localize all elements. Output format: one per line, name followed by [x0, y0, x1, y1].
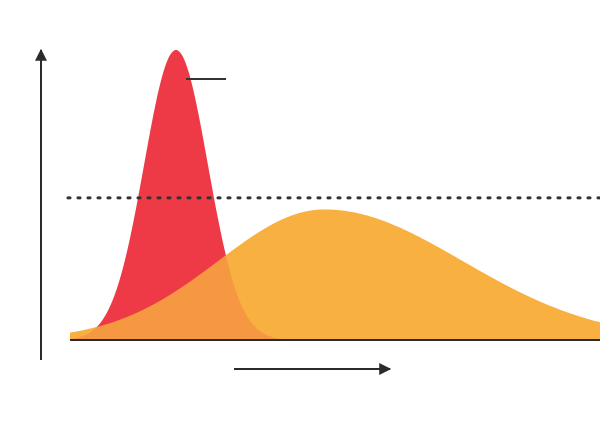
- flat-wide-curve-overlap: [70, 209, 600, 340]
- tall-peak-curve: [70, 50, 282, 340]
- series-layer: [70, 50, 600, 340]
